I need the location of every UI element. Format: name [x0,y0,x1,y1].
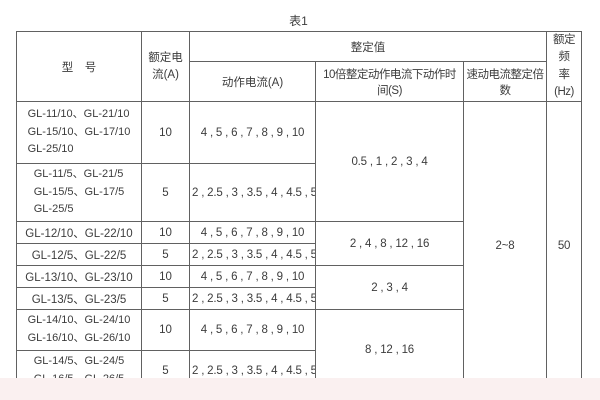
spec-table: 型 号 额定电 流(A) 整定值 额定频 率(Hz) 动作电流(A) 10倍整定… [16,30,583,391]
rated-current-cell: 5 [141,163,190,222]
time-setting-cell: 0.5 , 1 , 2 , 3 , 4 [315,101,464,222]
operating-current-cell: 4 , 5 , 6 , 7 , 8 , 9 , 10 [189,265,316,288]
time-setting-cell: 2 , 4 , 8 , 12 , 16 [315,221,464,266]
operating-current-cell: 4 , 5 , 6 , 7 , 8 , 9 , 10 [189,309,316,351]
header-rated-current: 额定电 流(A) [141,31,190,102]
model-cell: GL-13/5、GL-23/5 [16,287,142,310]
rated-current-cell: 10 [141,101,190,164]
header-row-1: 型 号 额定电 流(A) 整定值 额定频 率(Hz) [16,30,583,102]
operating-current-cell: 4 , 5 , 6 , 7 , 8 , 9 , 10 [189,221,316,244]
table-title: 表1 [289,14,308,28]
quick-multiple-cell: 2~8 [462,101,548,391]
operating-current-cell: 4 , 5 , 6 , 7 , 8 , 9 , 10 [189,101,316,164]
rated-current-cell: 10 [141,221,190,244]
rated-current-cell: 5 [141,243,190,266]
model-list: GL-11/10、GL-21/10 GL-15/10、GL-17/10 GL-2… [27,108,131,156]
table-row: GL-13/5、GL-23/5 5 2 , 2.5 , 3 , 3.5 , 4 … [16,287,582,310]
header-quick-multiple: 速动电流整定倍数 [462,61,548,102]
rated-current-cell: 10 [141,309,190,351]
model-cell: GL-12/5、GL-22/5 [16,243,142,266]
operating-current-cell: 2 , 2.5 , 3 , 3.5 , 4 , 4.5 , 5 [189,243,316,266]
header-operating-current: 动作电流(A) [189,61,316,102]
model-cell: GL-14/10、GL-24/10 GL-16/10、GL-26/10 [16,309,142,351]
header-model: 型 号 [16,31,142,102]
table-row: GL-12/5、GL-22/5 5 2 , 2.5 , 3 , 3.5 , 4 … [16,243,582,266]
operating-current-cell: 2 , 2.5 , 3 , 3.5 , 4 , 4.5 , 5 [189,350,316,391]
header-setting-value: 整定值 [188,30,548,63]
model-cell: GL-11/10、GL-21/10 GL-15/10、GL-17/10 GL-2… [16,101,142,164]
table-row: GL-14/10、GL-24/10 GL-16/10、GL-26/10 10 4… [16,309,582,391]
model-cell: GL-11/5、GL-21/5 GL-15/5、GL-17/5 GL-25/5 [16,163,142,222]
operating-current-cell: 2 , 2.5 , 3 , 3.5 , 4 , 4.5 , 5 [189,287,316,310]
model-list: GL-14/10、GL-24/10 GL-16/10、GL-26/10 [27,314,131,344]
model-cell: GL-12/10、GL-22/10 [16,221,142,244]
frequency-cell: 50 [546,101,583,391]
model-list: GL-11/5、GL-21/5 GL-15/5、GL-17/5 GL-25/5 [33,168,125,216]
model-cell: GL-13/10、GL-23/10 [16,265,142,288]
table-row: GL-11/5、GL-21/5 GL-15/5、GL-17/5 GL-25/5 … [16,163,582,222]
time-setting-cell: 8 , 12 , 16 [315,309,464,391]
table-row: GL-11/10、GL-21/10 GL-15/10、GL-17/10 GL-2… [16,101,583,391]
header-rated-frequency: 额定频 率(Hz) [546,31,583,102]
rated-current-cell: 5 [141,287,190,310]
header-row-2: 动作电流(A) 10倍整定动作电流下动作时间(S) 速动电流整定倍数 [17,61,582,102]
operating-current-cell: 2 , 2.5 , 3 , 3.5 , 4 , 4.5 , 5 [189,163,316,222]
time-setting-cell: 2 , 3 , 4 [315,265,464,310]
rated-current-cell: 10 [141,265,190,288]
footer-strip [0,378,600,400]
header-operating-time: 10倍整定动作电流下动作时间(S) [315,61,464,102]
